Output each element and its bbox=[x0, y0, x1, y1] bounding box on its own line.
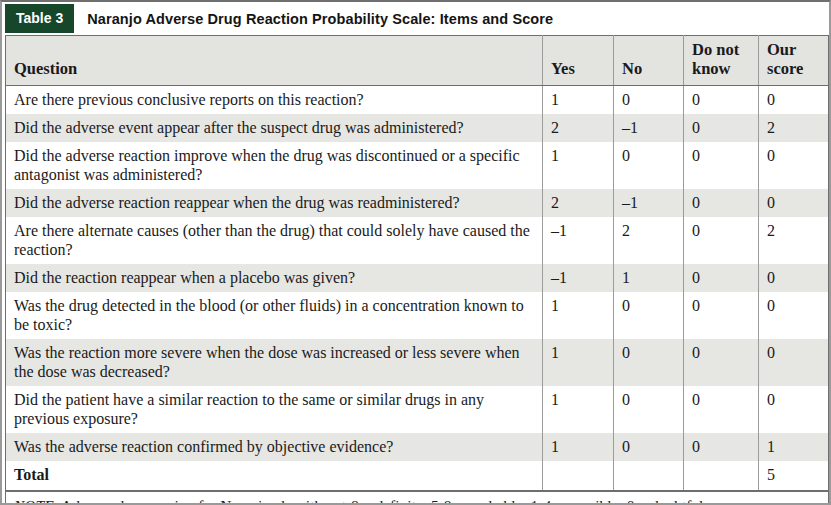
column-header-do-not-know: Do not know bbox=[684, 36, 759, 86]
table-footer: Total 5 NOTE: Adverse drug scoring for N… bbox=[6, 461, 829, 505]
total-do-not-know-cell bbox=[684, 461, 759, 490]
note-row: NOTE: Adverse drug scoring for Naranjo a… bbox=[6, 491, 829, 505]
table-figure: Table 3 Naranjo Adverse Drug Reaction Pr… bbox=[0, 0, 831, 505]
figure-title: Naranjo Adverse Drug Reaction Probabilit… bbox=[87, 11, 553, 27]
note-text: : Adverse drug scoring for Naranjo algor… bbox=[54, 497, 708, 505]
table-number-tag: Table 3 bbox=[5, 4, 74, 33]
our-score-cell: 0 bbox=[759, 292, 829, 339]
question-cell: Are there alternate causes (other than t… bbox=[6, 217, 543, 264]
yes-cell: –1 bbox=[543, 264, 614, 292]
question-cell: Are there previous conclusive reports on… bbox=[6, 86, 543, 115]
column-header-question: Question bbox=[6, 36, 543, 86]
do-not-know-cell: 0 bbox=[684, 142, 759, 189]
question-cell: Did the adverse reaction improve when th… bbox=[6, 142, 543, 189]
do-not-know-cell: 0 bbox=[684, 264, 759, 292]
yes-cell: 1 bbox=[543, 292, 614, 339]
do-not-know-cell: 0 bbox=[684, 386, 759, 433]
table-row: Did the adverse event appear after the s… bbox=[6, 114, 829, 142]
no-cell: –1 bbox=[614, 189, 684, 217]
do-not-know-cell: 0 bbox=[684, 217, 759, 264]
column-header-no: No bbox=[614, 36, 684, 86]
header-row: Question Yes No Do not know Our score bbox=[6, 36, 829, 86]
our-score-cell: 2 bbox=[759, 217, 829, 264]
table-row: Did the patient have a similar reaction … bbox=[6, 386, 829, 433]
table-body: Are there previous conclusive reports on… bbox=[6, 86, 829, 462]
total-no-cell bbox=[614, 461, 684, 490]
no-cell: 0 bbox=[614, 386, 684, 433]
our-score-cell: 0 bbox=[759, 386, 829, 433]
total-row: Total 5 bbox=[6, 461, 829, 490]
do-not-know-cell: 0 bbox=[684, 433, 759, 461]
table-row: Did the adverse reaction reappear when t… bbox=[6, 189, 829, 217]
note-label: NOTE bbox=[14, 497, 54, 505]
column-header-our-score: Our score bbox=[759, 36, 829, 86]
do-not-know-cell: 0 bbox=[684, 114, 759, 142]
our-score-cell: 0 bbox=[759, 142, 829, 189]
no-cell: 0 bbox=[614, 142, 684, 189]
question-cell: Did the adverse reaction reappear when t… bbox=[6, 189, 543, 217]
our-score-cell: 2 bbox=[759, 114, 829, 142]
no-cell: 0 bbox=[614, 292, 684, 339]
do-not-know-cell: 0 bbox=[684, 292, 759, 339]
table-row: Are there alternate causes (other than t… bbox=[6, 217, 829, 264]
table-row: Was the adverse reaction confirmed by ob… bbox=[6, 433, 829, 461]
question-cell: Did the adverse event appear after the s… bbox=[6, 114, 543, 142]
table-row: Did the adverse reaction improve when th… bbox=[6, 142, 829, 189]
column-header-yes: Yes bbox=[543, 36, 614, 86]
table-row: Was the reaction more severe when the do… bbox=[6, 339, 829, 386]
question-cell: Was the reaction more severe when the do… bbox=[6, 339, 543, 386]
no-cell: –1 bbox=[614, 114, 684, 142]
yes-cell: 1 bbox=[543, 339, 614, 386]
no-cell: 1 bbox=[614, 264, 684, 292]
yes-cell: 1 bbox=[543, 86, 614, 115]
question-cell: Was the adverse reaction confirmed by ob… bbox=[6, 433, 543, 461]
our-score-cell: 0 bbox=[759, 264, 829, 292]
our-score-cell: 1 bbox=[759, 433, 829, 461]
yes-cell: 1 bbox=[543, 433, 614, 461]
table-row: Are there previous conclusive reports on… bbox=[6, 86, 829, 115]
table-header: Question Yes No Do not know Our score bbox=[6, 36, 829, 86]
yes-cell: 2 bbox=[543, 114, 614, 142]
yes-cell: 2 bbox=[543, 189, 614, 217]
our-score-cell: 0 bbox=[759, 189, 829, 217]
no-cell: 2 bbox=[614, 217, 684, 264]
do-not-know-cell: 0 bbox=[684, 189, 759, 217]
yes-cell: 1 bbox=[543, 386, 614, 433]
no-cell: 0 bbox=[614, 433, 684, 461]
naranjo-scale-table: Question Yes No Do not know Our score Ar… bbox=[5, 35, 829, 505]
question-cell: Did the reaction reappear when a placebo… bbox=[6, 264, 543, 292]
total-score-cell: 5 bbox=[759, 461, 829, 490]
yes-cell: 1 bbox=[543, 142, 614, 189]
no-cell: 0 bbox=[614, 339, 684, 386]
do-not-know-cell: 0 bbox=[684, 339, 759, 386]
question-cell: Was the drug detected in the blood (or o… bbox=[6, 292, 543, 339]
table-row: Was the drug detected in the blood (or o… bbox=[6, 292, 829, 339]
figure-title-band: Table 3 Naranjo Adverse Drug Reaction Pr… bbox=[2, 2, 829, 35]
total-label-cell: Total bbox=[6, 461, 543, 490]
note-cell: NOTE: Adverse drug scoring for Naranjo a… bbox=[6, 491, 829, 505]
table-row: Did the reaction reappear when a placebo… bbox=[6, 264, 829, 292]
total-yes-cell bbox=[543, 461, 614, 490]
no-cell: 0 bbox=[614, 86, 684, 115]
our-score-cell: 0 bbox=[759, 339, 829, 386]
yes-cell: –1 bbox=[543, 217, 614, 264]
question-cell: Did the patient have a similar reaction … bbox=[6, 386, 543, 433]
do-not-know-cell: 0 bbox=[684, 86, 759, 115]
our-score-cell: 0 bbox=[759, 86, 829, 115]
